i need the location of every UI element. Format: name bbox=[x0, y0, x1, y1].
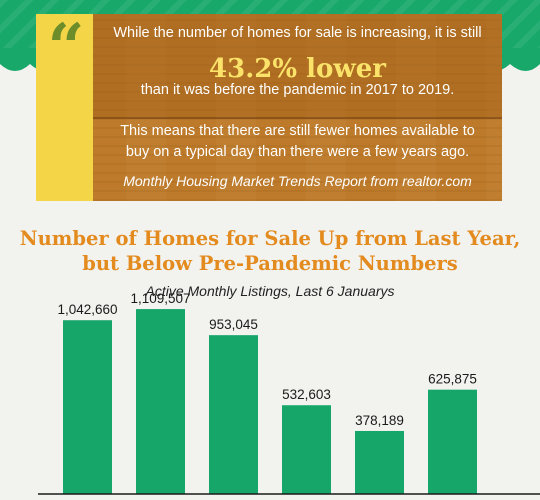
bar-value-label-6: 625,875 bbox=[428, 372, 477, 387]
quote-line-3: than it was before the pandemic in 2017 … bbox=[140, 82, 455, 98]
bar-6 bbox=[428, 389, 477, 494]
bar-2 bbox=[136, 309, 185, 494]
chart-subtitle: Active Monthly Listings, Last 6 Januarys bbox=[145, 283, 395, 299]
bar-4 bbox=[282, 405, 331, 494]
quote-card-divider bbox=[93, 117, 502, 119]
bar-value-label-4: 532,603 bbox=[282, 387, 331, 402]
bar-3 bbox=[209, 335, 258, 494]
bar-5 bbox=[355, 430, 404, 494]
bar-value-label-5: 378,189 bbox=[355, 413, 404, 428]
quote-source: Monthly Housing Market Trends Report fro… bbox=[123, 173, 472, 189]
bar-value-label-3: 953,045 bbox=[209, 317, 258, 332]
bar-1 bbox=[63, 320, 112, 494]
quote-card: “ While the number of homes for sale is … bbox=[36, 14, 502, 201]
chart-title: Number of Homes for Sale Up from Last Ye… bbox=[19, 227, 521, 275]
quote-card-upper-panel bbox=[36, 14, 502, 117]
quote-line-1: While the number of homes for sale is in… bbox=[113, 25, 482, 41]
quote-mark-icon: “ bbox=[47, 14, 85, 85]
quote-bar: “ bbox=[36, 14, 93, 201]
bar-value-label-1: 1,042,660 bbox=[57, 302, 117, 317]
quote-paragraph: This means that there are still fewer ho… bbox=[120, 123, 475, 160]
quote-highlight: 43.2% lower bbox=[209, 54, 386, 84]
bar-value-label-2: 1,109,507 bbox=[130, 291, 190, 306]
